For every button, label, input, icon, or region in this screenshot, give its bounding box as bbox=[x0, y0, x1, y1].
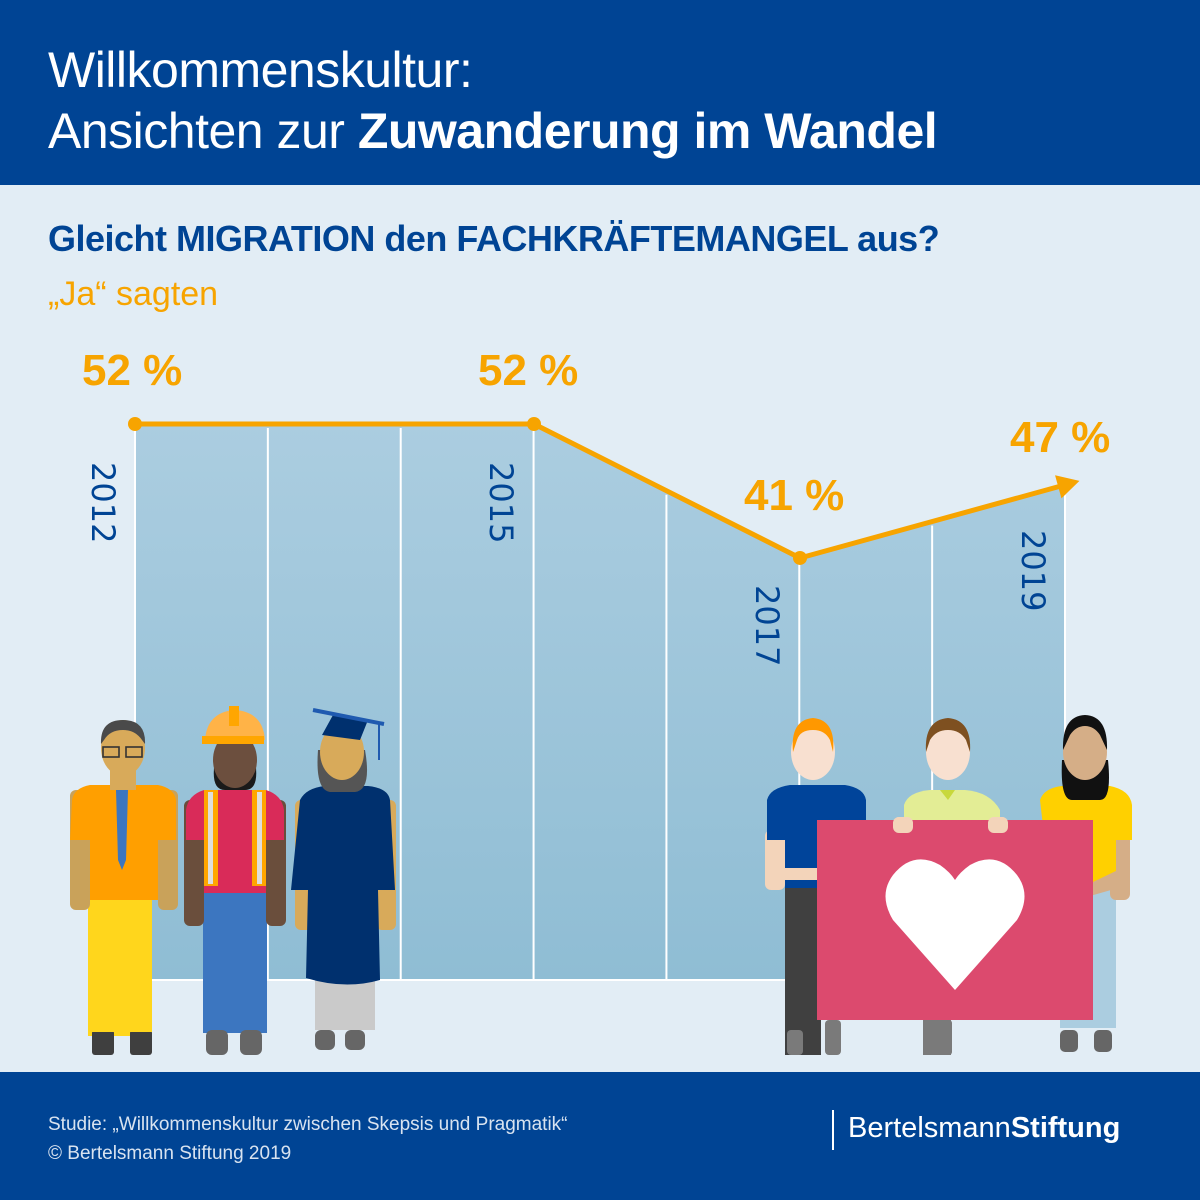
logo-bold: Stiftung bbox=[1010, 1112, 1121, 1144]
heart-sign bbox=[785, 817, 1093, 1055]
source-copyright: © Bertelsmann Stiftung 2019 bbox=[48, 1143, 292, 1164]
title-line-2: Ansichten zur Zuwanderung im Wandel bbox=[48, 103, 938, 159]
data-label-2015: 52 % bbox=[478, 346, 578, 395]
header-banner: Willkommenskultur: Ansichten zur Zuwande… bbox=[0, 0, 1200, 185]
arrow-icon bbox=[1055, 475, 1080, 499]
title-bold: Zuwanderung im Wandel bbox=[357, 103, 938, 159]
illustration-left-group bbox=[70, 706, 396, 1055]
data-label-2017: 41 % bbox=[744, 471, 844, 520]
title-line-1: Willkommenskultur: bbox=[48, 42, 473, 98]
data-point-2015 bbox=[527, 417, 541, 431]
data-point-2012 bbox=[128, 417, 142, 431]
bertelsmann-logo[interactable]: BertelsmannStiftung bbox=[848, 1112, 1120, 1145]
label-layer: 52 % 52 % 41 % 47 % 2012 2015 2017 2019 bbox=[82, 346, 1110, 666]
footer-banner: Studie: „Willkommenskultur zwischen Skep… bbox=[0, 1072, 1200, 1200]
data-label-2012: 52 % bbox=[82, 346, 182, 395]
title-regular: Ansichten zur bbox=[48, 103, 358, 159]
person-office-worker bbox=[70, 720, 178, 1055]
person-construction-worker bbox=[184, 706, 286, 1055]
logo-divider bbox=[832, 1110, 834, 1150]
line-layer bbox=[128, 417, 1080, 565]
x-tick-label-2015: 2015 bbox=[482, 462, 520, 543]
chart-question: Gleicht MIGRATION den FACHKRÄFTEMANGEL a… bbox=[48, 218, 940, 259]
person-graduate bbox=[291, 708, 396, 1050]
x-tick-label-2019: 2019 bbox=[1014, 530, 1052, 611]
x-tick-label-2012: 2012 bbox=[84, 462, 122, 543]
x-tick-label-2017: 2017 bbox=[748, 585, 786, 666]
heart-icon bbox=[885, 859, 1025, 990]
data-point-2017 bbox=[793, 550, 807, 565]
series-line bbox=[135, 421, 1066, 561]
source-study: Studie: „Willkommenskultur zwischen Skep… bbox=[48, 1114, 568, 1135]
chart-subtitle: „Ja“ sagten bbox=[48, 275, 219, 313]
data-label-2019: 47 % bbox=[1010, 413, 1110, 462]
logo-regular: Bertelsmann bbox=[848, 1112, 1011, 1144]
illustration-right-group bbox=[765, 715, 1132, 1055]
